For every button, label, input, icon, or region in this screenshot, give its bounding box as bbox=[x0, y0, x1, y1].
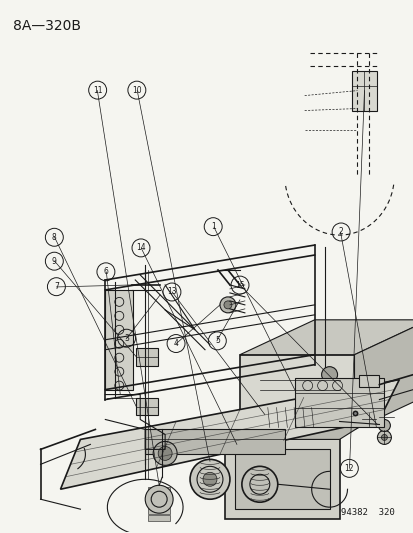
FancyBboxPatch shape bbox=[148, 508, 170, 514]
FancyBboxPatch shape bbox=[294, 377, 384, 427]
FancyBboxPatch shape bbox=[239, 354, 354, 430]
Circle shape bbox=[377, 419, 389, 431]
Ellipse shape bbox=[268, 407, 310, 427]
FancyBboxPatch shape bbox=[105, 290, 133, 390]
Polygon shape bbox=[354, 320, 413, 430]
FancyBboxPatch shape bbox=[224, 439, 339, 519]
Polygon shape bbox=[60, 379, 399, 489]
Text: 8: 8 bbox=[52, 233, 57, 242]
FancyBboxPatch shape bbox=[148, 487, 170, 493]
Text: 8A—320B: 8A—320B bbox=[13, 19, 81, 33]
Text: 5: 5 bbox=[214, 336, 219, 345]
FancyBboxPatch shape bbox=[351, 71, 377, 110]
Text: 9: 9 bbox=[52, 257, 57, 265]
Polygon shape bbox=[239, 320, 413, 354]
Text: 7: 7 bbox=[54, 282, 59, 291]
Circle shape bbox=[145, 485, 173, 513]
Circle shape bbox=[366, 416, 372, 423]
Text: 15: 15 bbox=[235, 280, 244, 289]
Text: 2: 2 bbox=[338, 228, 343, 237]
Text: 94382  320: 94382 320 bbox=[340, 508, 394, 517]
Circle shape bbox=[321, 367, 337, 383]
FancyBboxPatch shape bbox=[148, 494, 170, 500]
Circle shape bbox=[377, 431, 390, 445]
FancyBboxPatch shape bbox=[234, 449, 329, 509]
Circle shape bbox=[158, 447, 172, 461]
Text: 12: 12 bbox=[344, 464, 353, 473]
Circle shape bbox=[241, 466, 277, 502]
Circle shape bbox=[190, 459, 229, 499]
Circle shape bbox=[380, 434, 387, 440]
Circle shape bbox=[153, 441, 177, 465]
Text: 4: 4 bbox=[173, 339, 178, 348]
Circle shape bbox=[202, 472, 216, 486]
Circle shape bbox=[219, 297, 235, 313]
Ellipse shape bbox=[259, 402, 319, 433]
Text: 13: 13 bbox=[167, 287, 176, 296]
Text: 10: 10 bbox=[132, 86, 141, 95]
Text: 6: 6 bbox=[103, 268, 108, 276]
Polygon shape bbox=[224, 417, 373, 439]
Circle shape bbox=[362, 413, 375, 426]
Text: 11: 11 bbox=[93, 86, 102, 95]
FancyBboxPatch shape bbox=[148, 501, 170, 507]
Text: 1: 1 bbox=[210, 222, 215, 231]
FancyBboxPatch shape bbox=[358, 375, 378, 386]
FancyBboxPatch shape bbox=[148, 515, 170, 521]
Circle shape bbox=[223, 301, 231, 309]
FancyBboxPatch shape bbox=[136, 398, 158, 416]
FancyBboxPatch shape bbox=[136, 348, 158, 366]
Circle shape bbox=[339, 379, 349, 390]
Text: 14: 14 bbox=[136, 244, 145, 253]
FancyBboxPatch shape bbox=[145, 430, 284, 454]
Text: 3: 3 bbox=[124, 334, 129, 343]
